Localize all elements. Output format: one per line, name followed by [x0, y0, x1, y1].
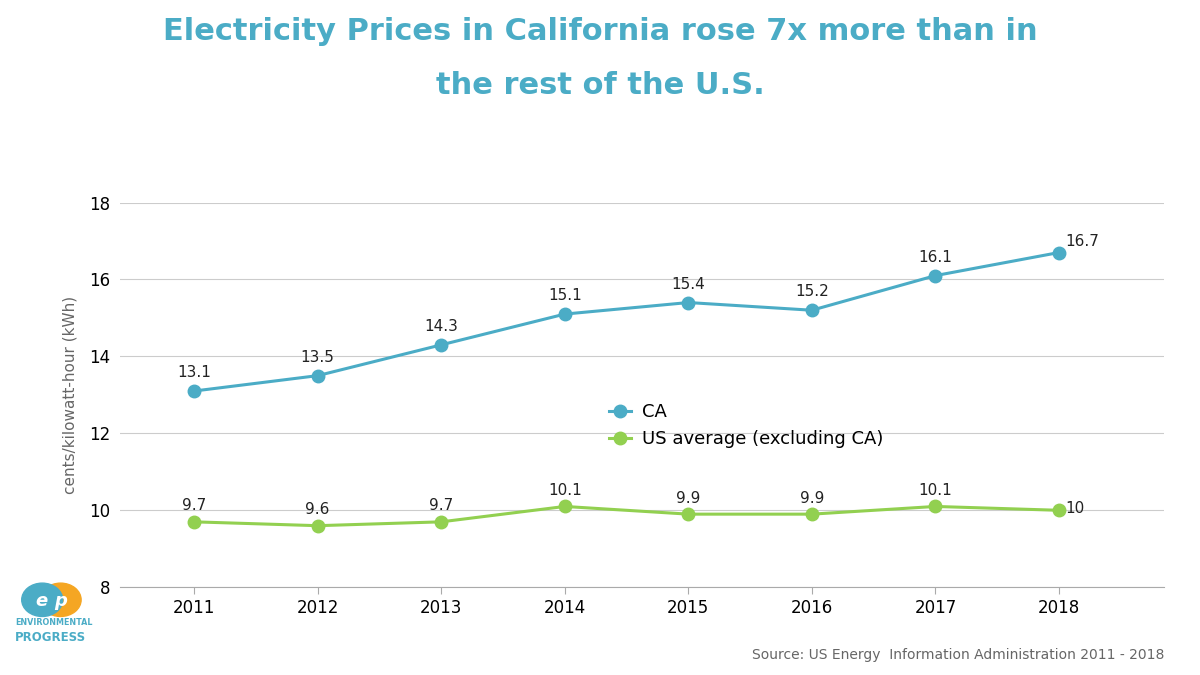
US average (excluding CA) — [311, 522, 325, 530]
Legend: CA, US average (excluding CA): CA, US average (excluding CA) — [602, 396, 890, 456]
Text: 15.2: 15.2 — [796, 284, 829, 300]
Text: PROGRESS: PROGRESS — [16, 631, 86, 644]
Text: 13.1: 13.1 — [178, 365, 211, 380]
CA — [187, 387, 202, 395]
Text: Electricity Prices in California rose 7x more than in: Electricity Prices in California rose 7x… — [163, 17, 1037, 46]
US average (excluding CA) — [558, 502, 572, 510]
CA — [1051, 248, 1066, 256]
Text: 10: 10 — [1066, 501, 1085, 516]
Text: 16.7: 16.7 — [1066, 234, 1099, 250]
US average (excluding CA) — [929, 502, 943, 510]
CA — [311, 372, 325, 380]
Text: 14.3: 14.3 — [425, 319, 458, 334]
US average (excluding CA) — [187, 518, 202, 526]
CA — [558, 310, 572, 318]
Circle shape — [22, 583, 62, 616]
Text: 9.9: 9.9 — [799, 491, 824, 506]
Text: Source: US Energy  Information Administration 2011 - 2018: Source: US Energy Information Administra… — [751, 647, 1164, 662]
Text: 9.9: 9.9 — [676, 491, 701, 506]
Text: p: p — [54, 592, 67, 610]
Text: 15.4: 15.4 — [672, 277, 706, 292]
Text: 16.1: 16.1 — [918, 250, 953, 265]
Text: the rest of the U.S.: the rest of the U.S. — [436, 71, 764, 100]
Text: 10.1: 10.1 — [548, 483, 582, 498]
US average (excluding CA) — [1051, 506, 1066, 514]
Line: CA: CA — [188, 246, 1066, 398]
CA — [805, 306, 820, 315]
Y-axis label: cents/kilowatt-hour (kWh): cents/kilowatt-hour (kWh) — [62, 296, 78, 494]
CA — [929, 271, 943, 279]
Text: 9.7: 9.7 — [430, 498, 454, 514]
Text: 9.6: 9.6 — [306, 502, 330, 517]
Circle shape — [40, 583, 82, 616]
US average (excluding CA) — [805, 510, 820, 518]
Text: 15.1: 15.1 — [548, 288, 582, 303]
Line: US average (excluding CA): US average (excluding CA) — [188, 500, 1066, 532]
Text: 13.5: 13.5 — [301, 350, 335, 365]
CA — [434, 341, 449, 349]
Text: 10.1: 10.1 — [918, 483, 953, 498]
Text: e: e — [35, 592, 47, 610]
US average (excluding CA) — [682, 510, 696, 518]
US average (excluding CA) — [434, 518, 449, 526]
Text: 9.7: 9.7 — [182, 498, 206, 514]
Text: ENVIRONMENTAL: ENVIRONMENTAL — [16, 618, 92, 627]
CA — [682, 298, 696, 306]
